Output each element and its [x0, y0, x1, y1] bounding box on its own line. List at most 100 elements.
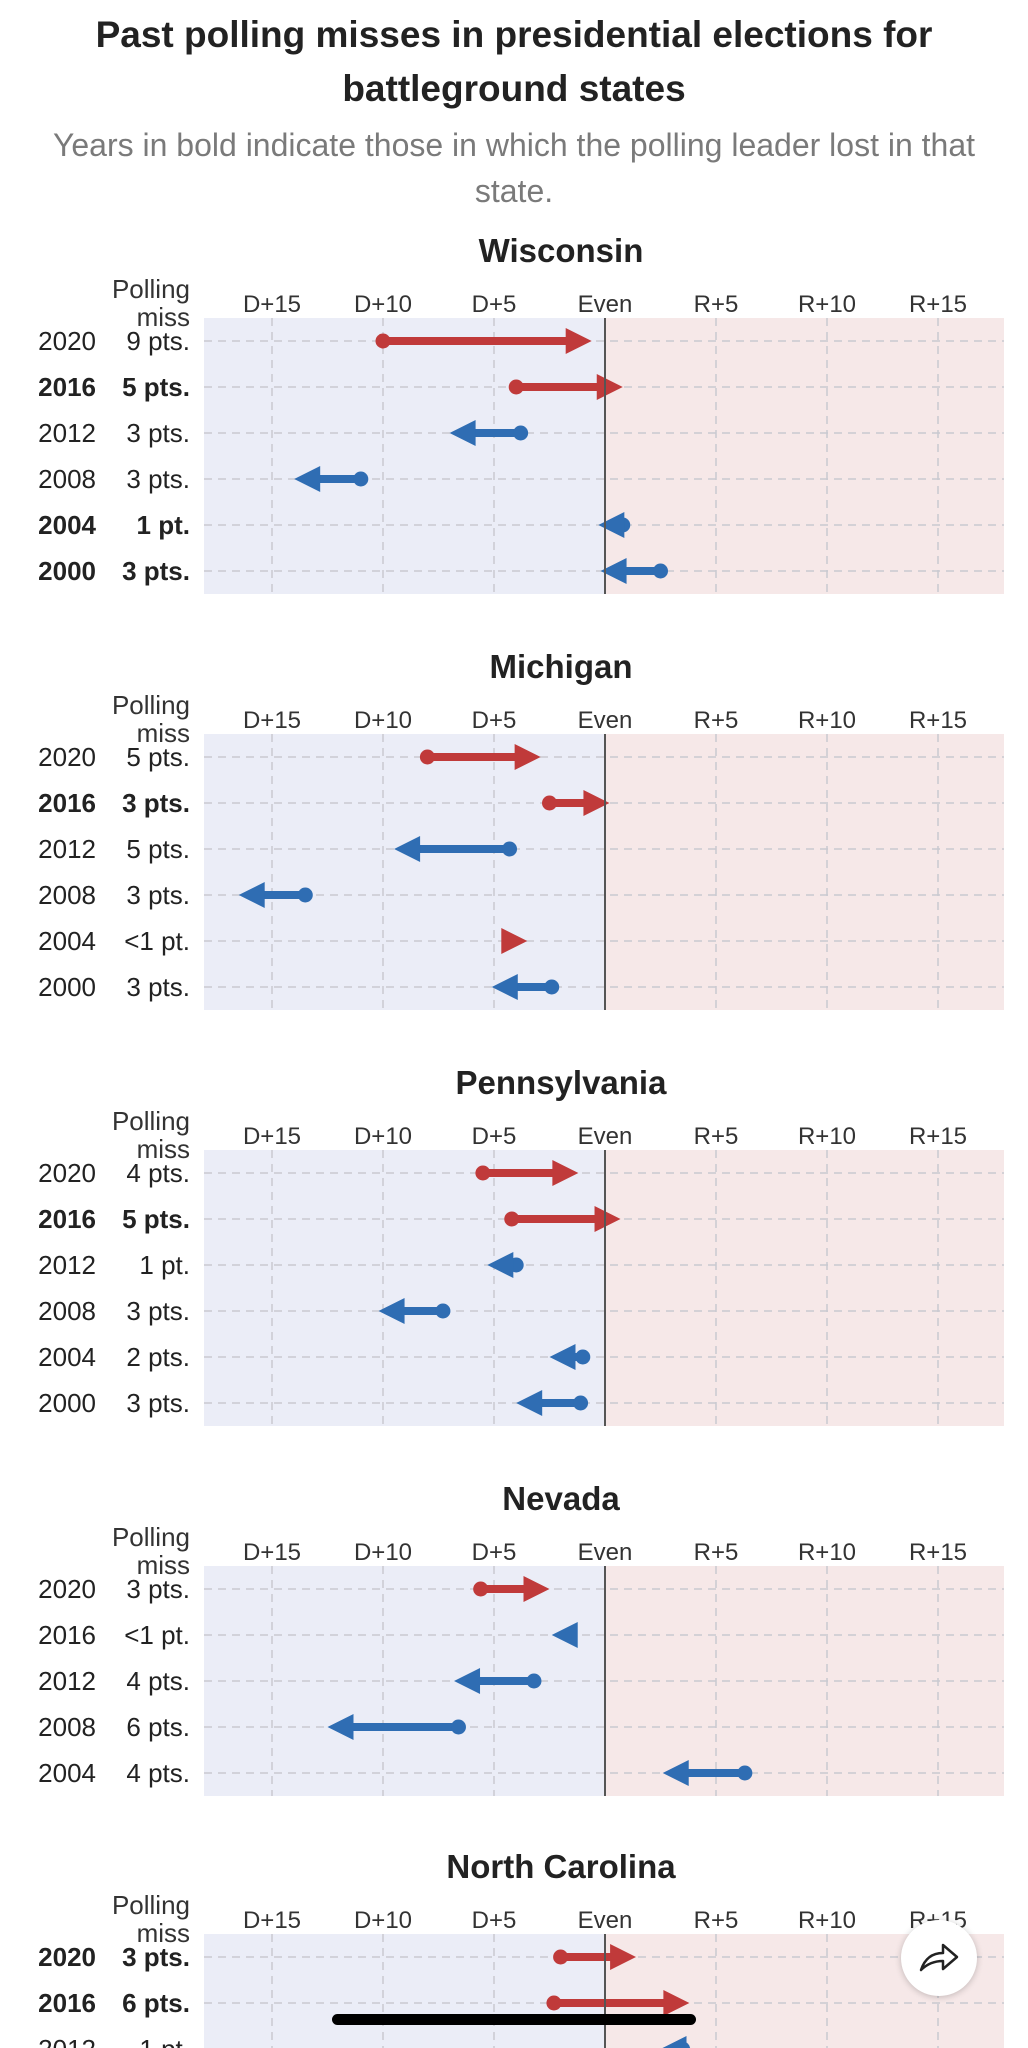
row-miss-label: 6 pts.: [126, 1712, 190, 1742]
result-arrowhead: [491, 974, 518, 1000]
result-arrowhead: [294, 466, 321, 492]
polling-miss-header: miss: [137, 1918, 190, 1948]
x-tick-label: D+5: [472, 1123, 517, 1150]
row-miss-label: 5 pts.: [122, 1204, 190, 1234]
row-year-label: 2020: [38, 1574, 96, 1604]
x-tick-label: R+5: [694, 707, 739, 734]
x-tick-label: R+10: [798, 707, 856, 734]
poll-average-dot: [475, 1165, 491, 1181]
row-miss-label: 2 pts.: [126, 1342, 190, 1372]
row-year-label: 2020: [38, 1942, 96, 1972]
row-miss-label: 5 pts.: [122, 372, 190, 402]
row-year-label: 2000: [38, 1388, 96, 1418]
row-year-label: 2004: [38, 1758, 96, 1788]
row-miss-label: 3 pts.: [126, 418, 190, 448]
result-arrowhead: [552, 1160, 579, 1186]
x-tick-label: R+10: [798, 291, 856, 318]
polling-miss-header: Polling: [112, 1106, 190, 1136]
poll-average-dot: [575, 1349, 591, 1365]
row-miss-label: 1 pt.: [139, 2034, 190, 2048]
x-tick-label: Even: [578, 1123, 633, 1150]
result-arrowhead: [454, 1668, 481, 1694]
row-year-label: 2000: [38, 556, 96, 586]
row-miss-label: 4 pts.: [126, 1158, 190, 1188]
poll-average-dot: [553, 1949, 569, 1965]
row-year-label: 2004: [38, 926, 96, 956]
x-tick-label: D+10: [354, 707, 412, 734]
x-tick-label: D+5: [472, 707, 517, 734]
row-year-label: 2012: [38, 1666, 96, 1696]
x-tick-label: Even: [578, 707, 633, 734]
x-tick-label: D+5: [472, 291, 517, 318]
result-arrowhead: [378, 1298, 405, 1324]
dem-background: [204, 318, 605, 594]
row-year-label: 2012: [38, 1250, 96, 1280]
poll-average-dot: [435, 1303, 451, 1319]
result-arrowhead: [501, 928, 528, 954]
result-arrowhead: [662, 1760, 689, 1786]
x-tick-label: D+5: [472, 1539, 517, 1566]
row-miss-label: 4 pts.: [126, 1758, 190, 1788]
row-miss-label: 3 pts.: [126, 880, 190, 910]
result-arrowhead: [600, 558, 627, 584]
x-tick-label: Even: [578, 291, 633, 318]
chart-title: Wisconsin: [479, 232, 644, 269]
result-arrowhead: [551, 1622, 578, 1648]
chart-title: Nevada: [502, 1480, 620, 1517]
row-year-label: 2008: [38, 1296, 96, 1326]
row-miss-label: 3 pts.: [126, 1388, 190, 1418]
poll-average-dot: [542, 795, 557, 811]
poll-average-dot: [502, 841, 518, 857]
chart-title: Pennsylvania: [456, 1064, 668, 1101]
x-tick-label: R+5: [694, 1539, 739, 1566]
row-miss-label: <1 pt.: [124, 926, 190, 956]
x-tick-label: D+10: [354, 1539, 412, 1566]
row-miss-label: 3 pts.: [126, 464, 190, 494]
share-button[interactable]: [901, 1920, 977, 1996]
row-year-label: 2016: [38, 1620, 96, 1650]
polling-miss-header: Polling: [112, 1890, 190, 1920]
polling-miss-header: Polling: [112, 274, 190, 304]
dem-background: [204, 1934, 605, 2048]
poll-average-dot: [375, 333, 391, 349]
row-miss-label: 5 pts.: [126, 742, 190, 772]
x-tick-label: D+5: [472, 1907, 517, 1934]
x-tick-label: Even: [578, 1539, 633, 1566]
x-tick-label: R+15: [909, 1539, 967, 1566]
home-indicator: [332, 2014, 696, 2025]
row-year-label: 2012: [38, 2034, 96, 2048]
row-miss-label: 3 pts.: [122, 1942, 190, 1972]
row-year-label: 2004: [38, 510, 96, 540]
polling-miss-header: miss: [137, 302, 190, 332]
row-year-label: 2016: [38, 1204, 96, 1234]
poll-average-dot: [297, 887, 313, 903]
row-miss-label: 3 pts.: [126, 1296, 190, 1326]
polling-miss-header: miss: [137, 1134, 190, 1164]
x-tick-label: R+5: [694, 291, 739, 318]
row-miss-label: 3 pts.: [126, 1574, 190, 1604]
poll-average-dot: [653, 563, 668, 579]
x-tick-label: R+15: [909, 291, 967, 318]
poll-average-dot: [473, 1581, 489, 1597]
poll-average-dot: [508, 379, 524, 395]
result-arrowhead: [583, 790, 610, 816]
result-arrowhead: [565, 328, 592, 354]
chart-title: Michigan: [489, 648, 632, 685]
row-year-label: 2008: [38, 464, 96, 494]
poll-average-dot: [450, 1719, 466, 1735]
row-year-label: 2012: [38, 418, 96, 448]
result-arrowhead: [598, 512, 625, 538]
row-year-label: 2020: [38, 1158, 96, 1188]
x-tick-label: D+10: [354, 1907, 412, 1934]
result-arrowhead: [449, 420, 476, 446]
row-year-label: 2016: [38, 372, 96, 402]
rep-background: [605, 1150, 1004, 1426]
page-subtitle: Years in bold indicate those in which th…: [52, 127, 976, 209]
result-arrowhead: [327, 1714, 354, 1740]
x-tick-label: R+10: [798, 1123, 856, 1150]
poll-average-dot: [546, 1995, 562, 2011]
polling-miss-header: Polling: [112, 690, 190, 720]
x-tick-label: R+15: [909, 707, 967, 734]
poll-average-dot: [526, 1673, 542, 1689]
